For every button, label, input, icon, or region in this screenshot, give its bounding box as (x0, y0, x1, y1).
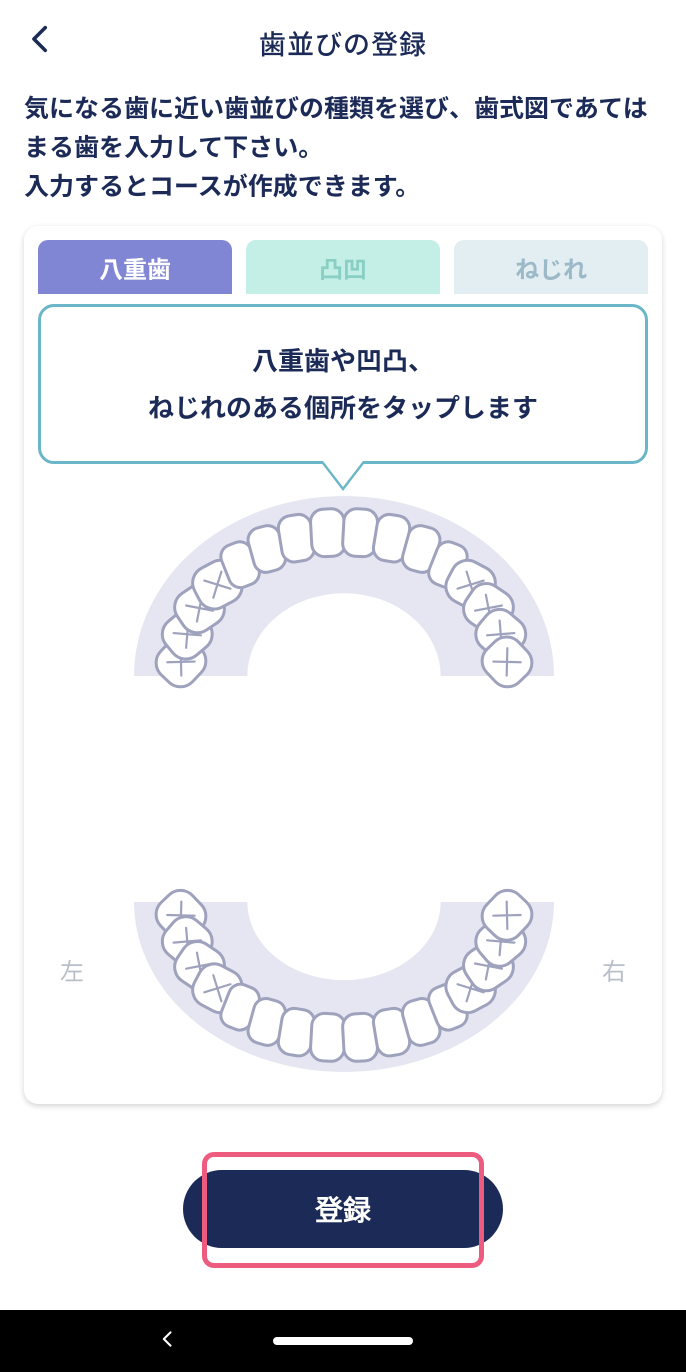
teeth-diagram[interactable]: 左 右 (24, 472, 662, 1104)
label-right: 右 (602, 952, 626, 987)
highlight-lower-front (202, 1152, 484, 1268)
tooltip-line2: ねじれのある個所をタップします (59, 384, 627, 431)
android-navbar (0, 1310, 686, 1372)
instruction-text: 気になる歯に近い歯並びの種類を選び、歯式図であてはまる歯を入力して下さい。 入力… (0, 84, 686, 218)
back-button[interactable] (24, 22, 64, 62)
nav-back-button[interactable] (158, 1329, 178, 1354)
teeth-card: 八重歯 凸凹 ねじれ 八重歯や凹凸、 ねじれのある個所をタップします 左 右 (24, 226, 662, 1104)
nav-back-icon (158, 1329, 178, 1349)
tab-nejire[interactable]: ねじれ (454, 240, 648, 294)
tooltip-callout: 八重歯や凹凸、 ねじれのある個所をタップします (38, 304, 648, 464)
nav-home-pill[interactable] (273, 1337, 413, 1345)
tab-yaeba[interactable]: 八重歯 (38, 240, 232, 294)
label-left: 左 (60, 952, 84, 987)
tab-dekoboko[interactable]: 凸凹 (246, 240, 440, 294)
teeth-svg[interactable] (24, 472, 664, 1092)
tooltip-line1: 八重歯や凹凸、 (59, 337, 627, 384)
app-header: 歯並びの登録 (0, 0, 686, 84)
page-title: 歯並びの登録 (259, 23, 427, 62)
tab-row: 八重歯 凸凹 ねじれ (38, 240, 648, 294)
chevron-left-icon (24, 22, 58, 56)
